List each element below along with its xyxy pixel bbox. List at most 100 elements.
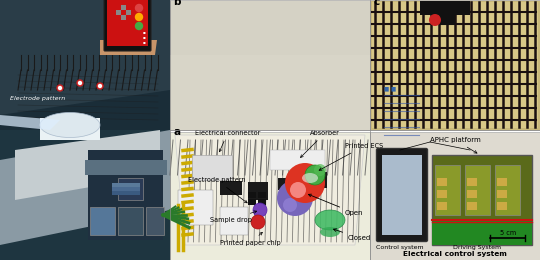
Text: ▪: ▪ [143, 35, 146, 39]
FancyBboxPatch shape [432, 155, 532, 245]
FancyBboxPatch shape [467, 202, 477, 210]
Text: Sample drop: Sample drop [210, 211, 256, 223]
FancyBboxPatch shape [467, 190, 477, 198]
FancyBboxPatch shape [270, 150, 325, 170]
FancyBboxPatch shape [112, 183, 140, 187]
Circle shape [285, 163, 325, 203]
Circle shape [136, 14, 143, 21]
FancyBboxPatch shape [85, 160, 167, 175]
FancyBboxPatch shape [107, 0, 148, 46]
Text: Driving System: Driving System [453, 245, 501, 250]
Text: a: a [173, 127, 180, 137]
FancyBboxPatch shape [116, 10, 120, 15]
FancyBboxPatch shape [258, 199, 266, 205]
Circle shape [78, 81, 82, 84]
FancyBboxPatch shape [258, 192, 266, 198]
FancyBboxPatch shape [88, 150, 163, 240]
FancyBboxPatch shape [497, 178, 507, 186]
FancyBboxPatch shape [372, 2, 538, 128]
Circle shape [277, 180, 313, 216]
FancyBboxPatch shape [0, 0, 170, 260]
Circle shape [77, 80, 83, 86]
FancyBboxPatch shape [305, 172, 327, 188]
Circle shape [290, 182, 306, 198]
FancyBboxPatch shape [220, 181, 242, 195]
FancyBboxPatch shape [248, 182, 268, 200]
Circle shape [251, 215, 265, 229]
Text: ▪: ▪ [143, 40, 146, 44]
FancyBboxPatch shape [40, 118, 100, 140]
Ellipse shape [302, 173, 318, 183]
FancyBboxPatch shape [90, 207, 115, 235]
FancyBboxPatch shape [497, 190, 507, 198]
Polygon shape [15, 130, 160, 200]
FancyBboxPatch shape [440, 13, 455, 25]
FancyBboxPatch shape [437, 202, 447, 210]
Text: Open: Open [308, 194, 363, 216]
Ellipse shape [320, 227, 340, 237]
Text: Absorber: Absorber [301, 130, 340, 158]
FancyBboxPatch shape [420, 1, 470, 15]
FancyBboxPatch shape [370, 132, 540, 260]
FancyBboxPatch shape [192, 155, 232, 180]
Circle shape [136, 23, 143, 29]
FancyBboxPatch shape [104, 0, 151, 51]
FancyBboxPatch shape [497, 202, 507, 210]
FancyBboxPatch shape [465, 165, 490, 215]
Circle shape [305, 165, 325, 185]
FancyBboxPatch shape [146, 207, 164, 235]
FancyBboxPatch shape [432, 220, 532, 245]
FancyBboxPatch shape [112, 191, 140, 195]
Polygon shape [100, 40, 157, 55]
FancyBboxPatch shape [248, 199, 256, 205]
FancyBboxPatch shape [437, 178, 447, 186]
FancyBboxPatch shape [495, 165, 520, 215]
Text: 5 cm: 5 cm [500, 230, 516, 236]
Text: Printed ECS: Printed ECS [319, 143, 383, 170]
Ellipse shape [315, 210, 345, 230]
Circle shape [58, 87, 62, 89]
Polygon shape [0, 0, 170, 115]
Text: Control system: Control system [376, 245, 424, 250]
Circle shape [98, 84, 102, 88]
Circle shape [429, 14, 441, 26]
Text: Electrode pattern: Electrode pattern [188, 177, 247, 203]
FancyBboxPatch shape [118, 207, 143, 235]
FancyBboxPatch shape [120, 4, 125, 10]
Text: APHC platform: APHC platform [430, 137, 481, 153]
Text: ■ ■: ■ ■ [384, 86, 396, 91]
FancyBboxPatch shape [376, 148, 428, 242]
Ellipse shape [40, 113, 100, 138]
Polygon shape [0, 115, 60, 130]
Circle shape [97, 83, 103, 89]
Circle shape [57, 85, 63, 91]
FancyBboxPatch shape [278, 178, 296, 190]
FancyBboxPatch shape [437, 190, 447, 198]
FancyBboxPatch shape [112, 187, 140, 191]
Circle shape [136, 4, 143, 11]
Circle shape [283, 198, 297, 212]
Polygon shape [175, 135, 365, 245]
Circle shape [253, 203, 267, 217]
Text: Closed: Closed [334, 229, 372, 241]
Text: Printed paper chip: Printed paper chip [220, 232, 281, 246]
Text: b: b [173, 0, 180, 7]
Text: Electrode pattern: Electrode pattern [10, 96, 65, 101]
FancyBboxPatch shape [170, 132, 370, 260]
FancyBboxPatch shape [467, 178, 477, 186]
FancyBboxPatch shape [125, 10, 131, 15]
FancyBboxPatch shape [120, 15, 125, 20]
FancyBboxPatch shape [435, 165, 460, 215]
Text: Electrical control system: Electrical control system [403, 251, 507, 257]
FancyBboxPatch shape [370, 0, 540, 130]
FancyBboxPatch shape [382, 155, 422, 235]
FancyBboxPatch shape [220, 207, 248, 235]
Circle shape [314, 164, 326, 176]
Polygon shape [0, 130, 170, 245]
Text: c: c [373, 0, 379, 7]
FancyBboxPatch shape [0, 0, 170, 130]
Text: Electrical connector: Electrical connector [195, 130, 260, 152]
Text: ▪: ▪ [143, 30, 146, 34]
Polygon shape [170, 55, 370, 130]
FancyBboxPatch shape [170, 0, 370, 130]
